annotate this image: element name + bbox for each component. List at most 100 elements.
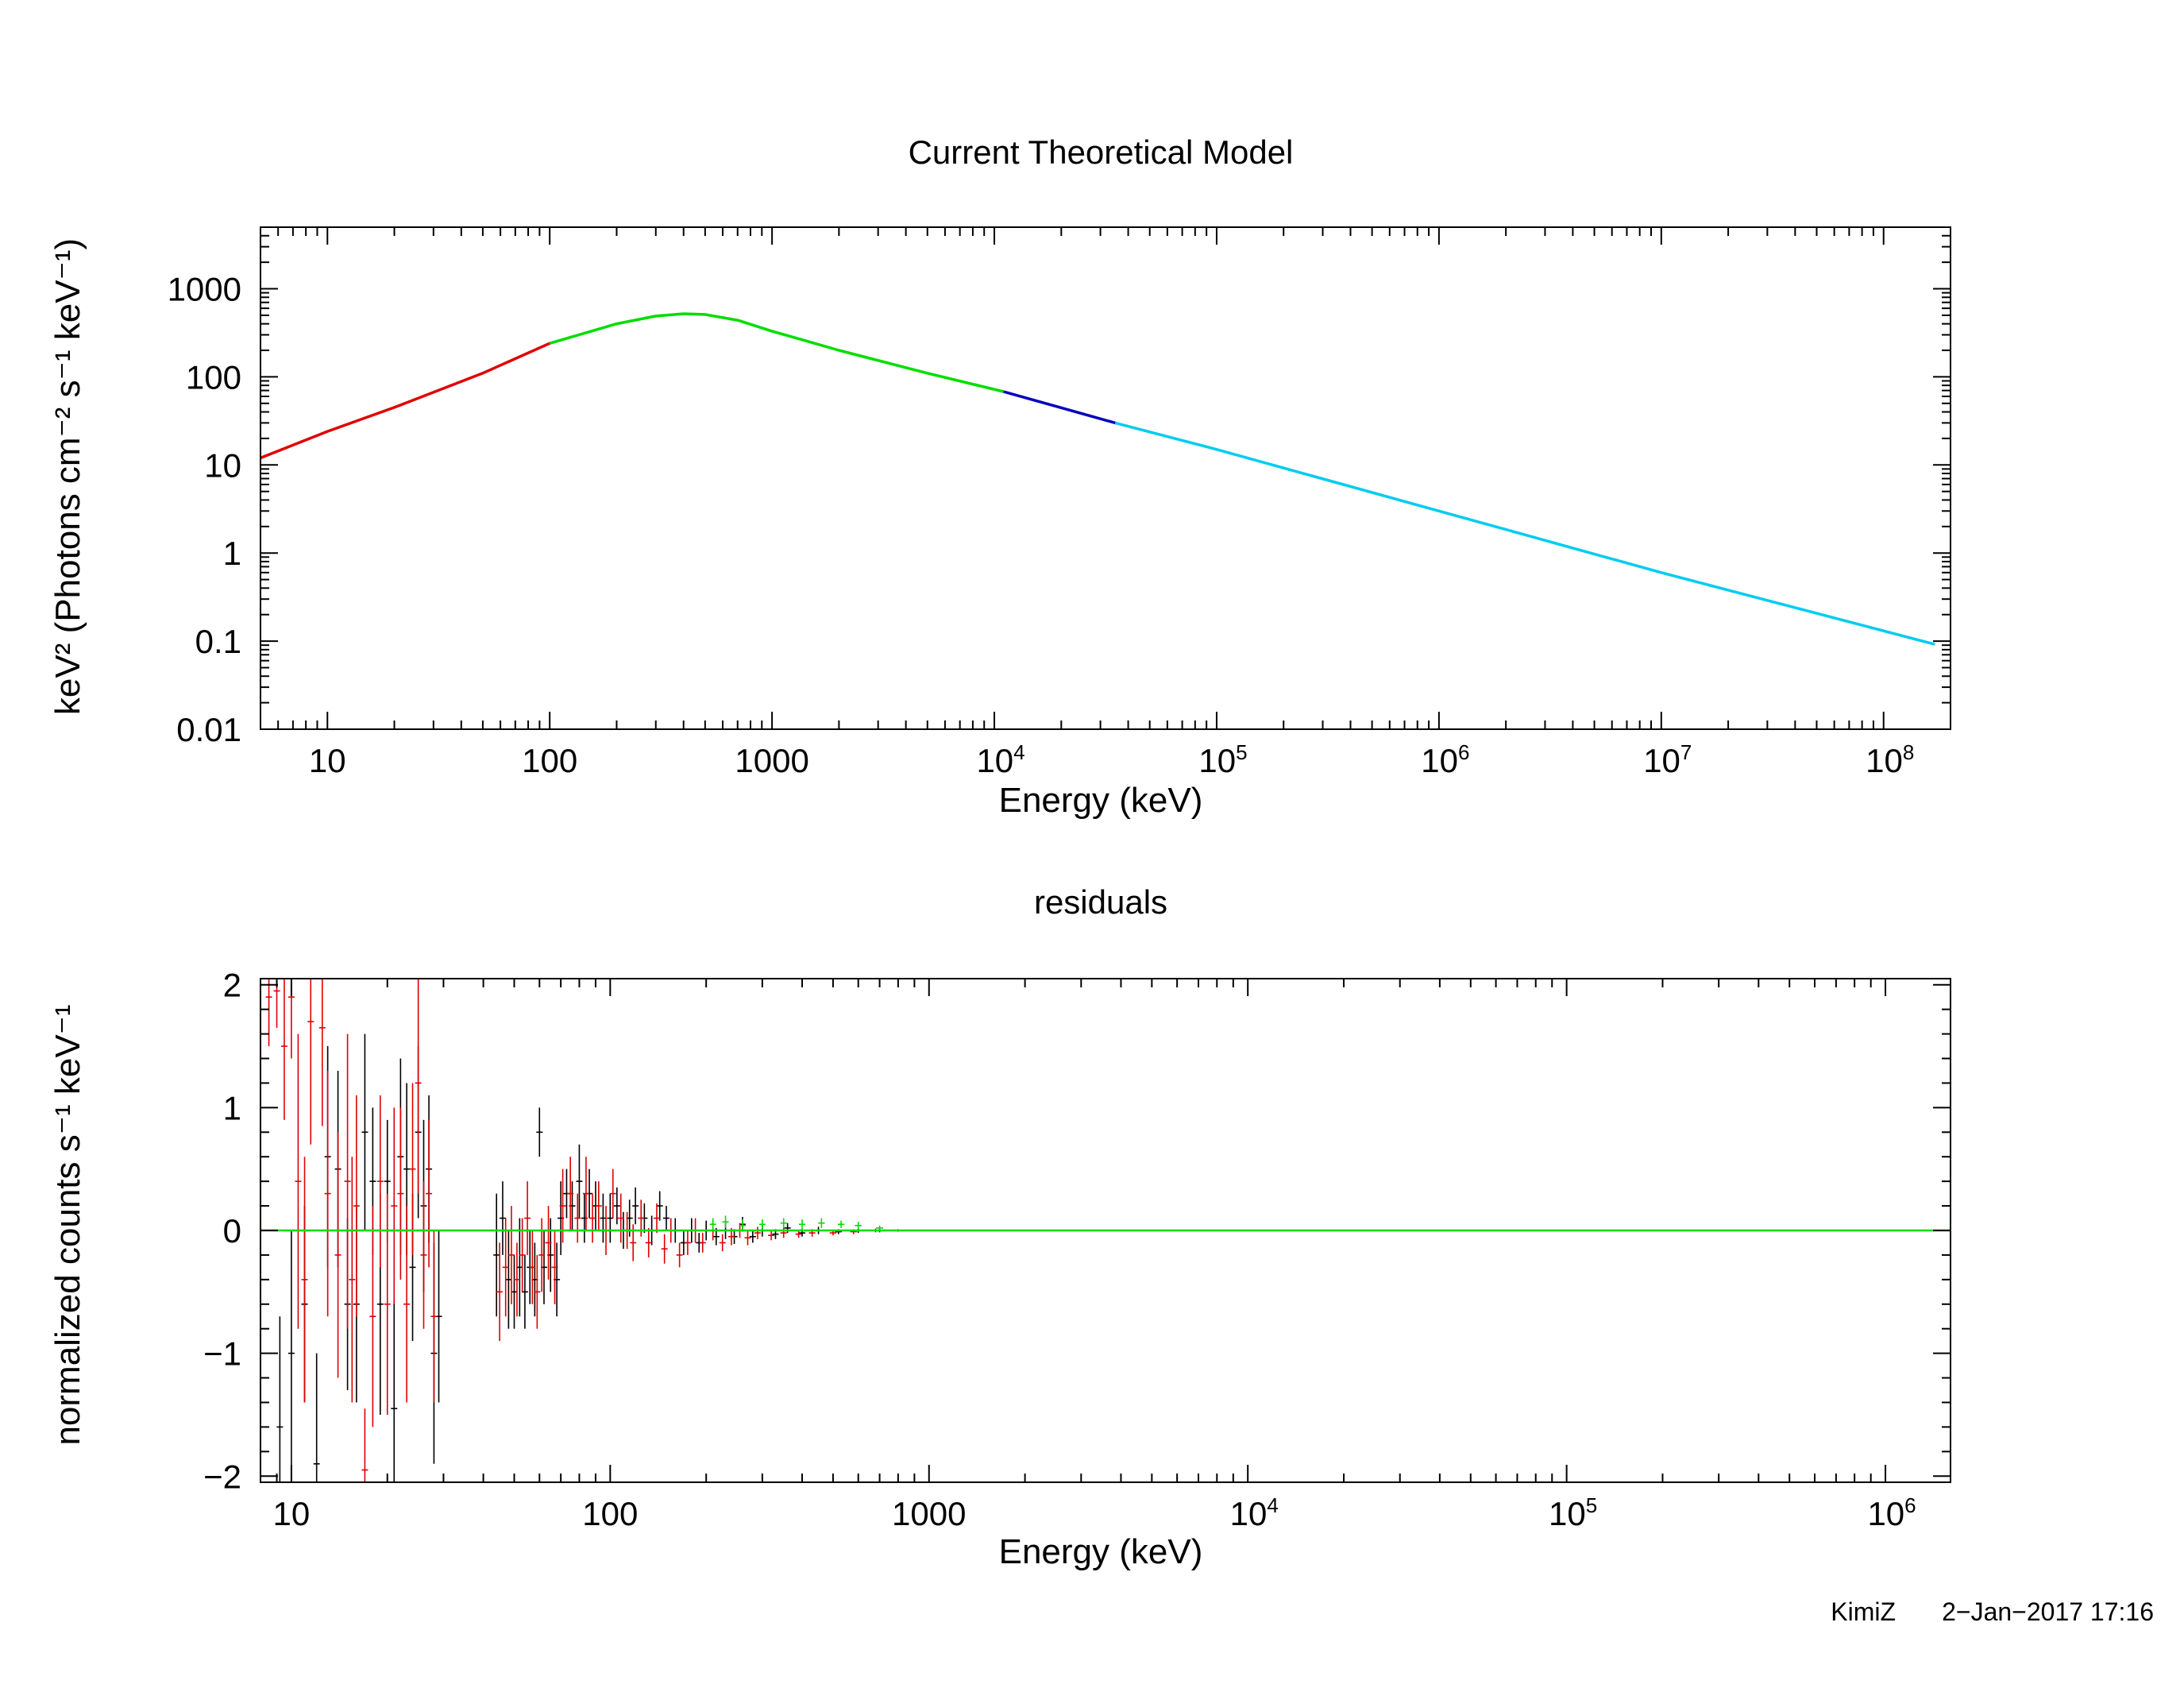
residual-point (280, 979, 287, 1120)
residuals-title: residuals (1034, 883, 1167, 921)
residual-point (420, 1181, 427, 1329)
x-tick-label: 106 (1421, 740, 1469, 779)
residual-point (758, 1219, 766, 1230)
model-curve-segment-2 (549, 312, 1005, 393)
residual-point (567, 1157, 574, 1230)
y-tick-label: 1 (223, 1089, 241, 1126)
y-tick-label: 100 (186, 358, 241, 396)
residual-point (349, 1157, 356, 1403)
model-curve-segment-3 (1003, 390, 1116, 425)
residual-point (595, 1181, 602, 1230)
residual-point (837, 1220, 845, 1228)
residual-point (551, 1230, 558, 1304)
residual-point (397, 1107, 404, 1280)
residual-point (576, 1144, 583, 1219)
y-tick-label: 2 (223, 967, 241, 1004)
x-tick-label: 104 (1230, 1493, 1279, 1532)
residual-point (754, 1226, 761, 1239)
residual-point (287, 1230, 295, 1477)
residual-point (409, 1083, 416, 1255)
residual-point (301, 1157, 308, 1403)
residual-point (361, 1033, 369, 1230)
x-tick-label: 105 (1549, 1493, 1597, 1532)
y-tick-label: 1 (223, 535, 241, 572)
residual-point (574, 1193, 581, 1243)
residual-point (699, 1233, 706, 1253)
residual-point (505, 1230, 512, 1329)
residual-point (318, 979, 326, 1126)
residual-point (430, 1230, 438, 1403)
residual-point (499, 1181, 506, 1255)
residual-point (391, 1298, 398, 1482)
residuals-x-axis-label: Energy (keV) (999, 1532, 1203, 1571)
residuals-y-axis-label: normalized counts s⁻¹ keV⁻¹ (48, 1004, 87, 1445)
x-tick-label: 10 (273, 1495, 311, 1532)
x-tick-label: 106 (1867, 1493, 1916, 1532)
residual-points (260, 979, 1951, 1482)
x-tick-label: 104 (976, 740, 1024, 779)
residual-point (496, 1242, 504, 1342)
residual-point (661, 1234, 668, 1264)
residual-point (324, 1070, 331, 1317)
residual-point (403, 1206, 411, 1403)
model-y-axis-label: keV² (Photons cm⁻² s⁻¹ keV⁻¹) (48, 238, 87, 715)
y-tick-label: 0 (223, 1212, 241, 1250)
x-tick-label: 105 (1198, 740, 1247, 779)
y-tick-label: 10 (204, 446, 241, 484)
residual-series-2 (265, 979, 879, 1482)
residual-point (676, 1242, 683, 1268)
residual-point (617, 1193, 624, 1243)
y-tick-label: 0.01 (176, 711, 241, 748)
residual-point (513, 1242, 520, 1317)
residual-point (369, 1206, 376, 1427)
residual-point (391, 1107, 398, 1304)
residual-point (529, 1230, 536, 1304)
residual-point (613, 1187, 620, 1225)
footer-author: KimiZ (1831, 1597, 1896, 1626)
model-x-axis-label: Energy (keV) (999, 781, 1203, 820)
residual-point (361, 1408, 369, 1482)
footer-date: 2−Jan−2017 17:16 (1942, 1597, 2154, 1626)
model-curve-segment-1 (260, 342, 550, 460)
model-curves (260, 312, 1935, 646)
x-tick-label: 1000 (735, 742, 808, 779)
residual-point (609, 1168, 616, 1219)
residual-point (545, 1206, 552, 1280)
residual-point (536, 1107, 543, 1157)
residual-point (265, 979, 272, 1047)
residual-point (684, 1230, 691, 1255)
residual-point (493, 1193, 500, 1317)
residual-point (313, 1353, 320, 1482)
model-axes: 10 100 1000 104 105 106 107 108 0.01 0.1 1 10 100 100… (168, 226, 1951, 779)
residual-point (415, 979, 422, 1194)
residual-point (582, 1157, 589, 1230)
residual-point (818, 1218, 825, 1228)
residual-point (656, 1191, 663, 1221)
x-tick-label: 100 (522, 742, 577, 779)
residual-point (426, 1119, 433, 1268)
x-tick-label: 10 (309, 742, 346, 779)
residual-series-3 (709, 1215, 884, 1232)
residual-point (507, 1206, 515, 1304)
residual-point (795, 1230, 802, 1238)
x-tick-label: 1000 (892, 1495, 966, 1532)
residual-point (855, 1222, 862, 1230)
residual-point (749, 1230, 756, 1243)
residual-point (376, 1095, 384, 1268)
residual-point (307, 979, 314, 1145)
residual-point (719, 1234, 726, 1252)
model-title: Current Theoretical Model (909, 133, 1294, 171)
residual-point (645, 1227, 652, 1258)
residual-point (653, 1203, 660, 1234)
footer: KimiZ 2−Jan−2017 17:16 (1831, 1597, 2154, 1626)
residual-point (502, 1218, 509, 1317)
plot-frame (260, 226, 1951, 730)
residual-point (722, 1215, 729, 1228)
residual-point (744, 1230, 751, 1246)
y-tick-label: −2 (203, 1458, 241, 1495)
x-tick-label: 107 (1643, 740, 1692, 779)
x-tick-label: 108 (1866, 740, 1914, 779)
residual-point (589, 1193, 596, 1243)
